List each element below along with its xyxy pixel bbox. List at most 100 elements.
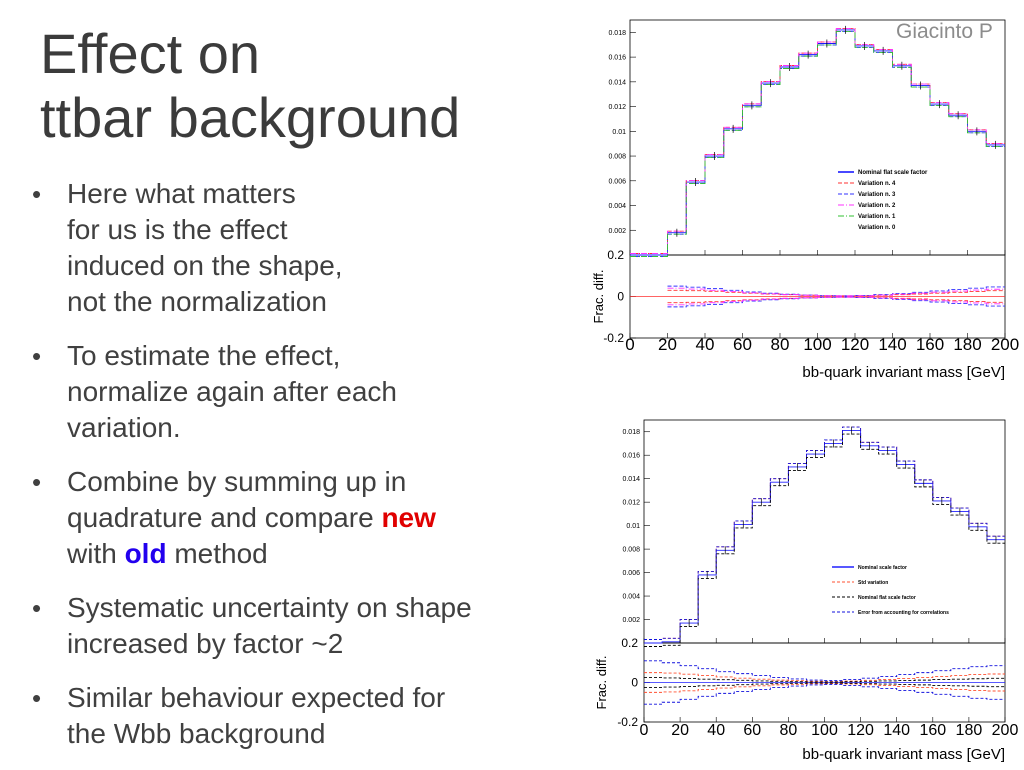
bullet-line: Systematic uncertainty on shape — [67, 592, 472, 623]
legend-label: Variation n. 4 — [858, 181, 896, 187]
bullet-line: quadrature and compare new — [67, 500, 568, 536]
ratio-band-line — [644, 682, 1005, 688]
ratio-y-tick-label: -0.2 — [603, 331, 624, 345]
ratio-y-axis-label: Frac. diff. — [591, 270, 606, 324]
y-tick-label: 0.01 — [612, 129, 626, 136]
legend-label: Error from accounting for correlations — [858, 610, 949, 616]
x-tick-label: 0 — [640, 722, 649, 739]
bullet-line: Combine by summing up in — [67, 466, 407, 497]
x-tick-label: 60 — [733, 335, 752, 354]
bullet-marker: • — [32, 683, 42, 713]
bullet-item: • Combine by summing up in quadrature an… — [28, 464, 568, 572]
ratio-y-tick-label: -0.2 — [617, 715, 638, 729]
bullet-line: To estimate the effect, — [67, 340, 341, 371]
title-line-2: ttbar background — [40, 86, 461, 149]
x-tick-label: 200 — [991, 335, 1019, 354]
ratio-y-axis-label: Frac. diff. — [594, 656, 609, 710]
legend-label: Variation n. 0 — [858, 225, 896, 231]
bullet-marker: • — [32, 593, 42, 623]
y-tick-label: 0.012 — [608, 104, 626, 111]
x-tick-label: 40 — [707, 722, 725, 739]
y-tick-label: 0.002 — [608, 228, 626, 235]
bottom-chart: 0.002 0.004 0.006 0.008 0.01 0.012 0.014 0.016 0… — [594, 419, 1019, 763]
y-tick-label: 0.004 — [622, 594, 640, 601]
highlight-new: new — [381, 502, 436, 533]
legend-label: Nominal scale factor — [858, 565, 907, 571]
ratio-band-line — [667, 287, 1005, 297]
slide-title: Effect on ttbar background — [40, 22, 560, 150]
bullet-marker: • — [32, 179, 42, 209]
ratio-band-line — [644, 677, 1005, 683]
x-tick-label: 60 — [743, 722, 761, 739]
x-tick-label: 180 — [953, 335, 981, 354]
x-tick-label: 160 — [916, 335, 944, 354]
x-tick-label: 100 — [811, 722, 838, 739]
y-tick-label: 0.002 — [622, 617, 640, 624]
title-line-1: Effect on — [40, 22, 261, 85]
y-tick-label: 0.018 — [622, 429, 640, 436]
x-tick-label: 180 — [956, 722, 983, 739]
ratio-band-line — [667, 296, 1005, 306]
legend-label: Variation n. 2 — [858, 203, 896, 209]
ratio-band-line — [644, 683, 1005, 693]
ratio-y-tick-label: 0.2 — [621, 636, 638, 650]
x-tick-label: 20 — [658, 335, 677, 354]
x-tick-label: 160 — [919, 722, 946, 739]
legend-label: Variation n. 3 — [858, 192, 896, 198]
y-tick-label: 0.006 — [608, 178, 626, 185]
bullet-line: the Wbb background — [67, 718, 326, 749]
x-axis-label: bb-quark invariant mass [GeV] — [802, 746, 1005, 763]
bullet-marker: • — [32, 467, 42, 497]
y-tick-label: 0.016 — [622, 453, 640, 460]
bullet-line: induced on the shape, — [67, 250, 343, 281]
y-tick-label: 0.006 — [622, 570, 640, 577]
y-tick-label: 0.008 — [622, 547, 640, 554]
x-tick-label: 20 — [671, 722, 689, 739]
y-tick-label: 0.004 — [608, 203, 626, 210]
x-tick-label: 140 — [878, 335, 906, 354]
y-tick-label: 0.01 — [626, 523, 640, 530]
bullet-item: • Systematic uncertainty on shape increa… — [28, 590, 568, 662]
bullet-item: • Similar behaviour expected for the Wbb… — [28, 680, 568, 752]
legend-label: Nominal flat scale factor — [858, 170, 928, 176]
bullet-text: quadrature and compare — [67, 502, 382, 533]
x-axis-label: bb-quark invariant mass [GeV] — [802, 364, 1005, 381]
ratio-y-tick-label: 0 — [631, 676, 638, 690]
bullet-text: with — [67, 538, 125, 569]
bullet-text: method — [166, 538, 268, 569]
ratio-band-line — [644, 684, 1005, 705]
legend-label: Variation n. 1 — [858, 214, 896, 220]
highlight-old: old — [124, 538, 167, 569]
ratio-y-tick-label: 0.2 — [607, 248, 624, 262]
bullet-line: normalize again after each — [67, 376, 397, 407]
ratio-band-line — [644, 672, 1005, 682]
x-tick-label: 140 — [883, 722, 910, 739]
x-tick-label: 80 — [780, 722, 798, 739]
bullet-list: • Here what matters for us is the effect… — [28, 176, 568, 770]
bullet-item: • Here what matters for us is the effect… — [28, 176, 568, 320]
bullet-line: variation. — [67, 412, 181, 443]
series-line — [644, 426, 1005, 640]
bullet-marker: • — [32, 341, 42, 371]
bullet-line: Similar behaviour expected for — [67, 682, 446, 713]
y-tick-label: 0.014 — [622, 476, 640, 483]
x-tick-label: 80 — [771, 335, 790, 354]
bullet-line: increased by factor ~2 — [67, 628, 344, 659]
bullet-item: • To estimate the effect, normalize agai… — [28, 338, 568, 446]
series-line — [630, 30, 1005, 257]
y-tick-label: 0.008 — [608, 154, 626, 161]
series-line — [644, 433, 1005, 647]
x-tick-label: 200 — [992, 722, 1019, 739]
x-tick-label: 40 — [696, 335, 715, 354]
x-tick-label: 100 — [803, 335, 831, 354]
y-tick-label: 0.018 — [608, 30, 626, 37]
x-tick-label: 120 — [847, 722, 874, 739]
legend-label: Nominal flat scale factor — [858, 595, 916, 601]
y-tick-label: 0.014 — [608, 79, 626, 86]
top-chart: 0.002 0.004 0.006 0.008 0.01 0.012 0.014 0.016 0… — [591, 19, 1019, 381]
bullet-line: Here what matters — [67, 178, 296, 209]
x-tick-label: 120 — [841, 335, 869, 354]
bullet-line: for us is the effect — [67, 214, 288, 245]
bullet-line: not the normalization — [67, 286, 327, 317]
